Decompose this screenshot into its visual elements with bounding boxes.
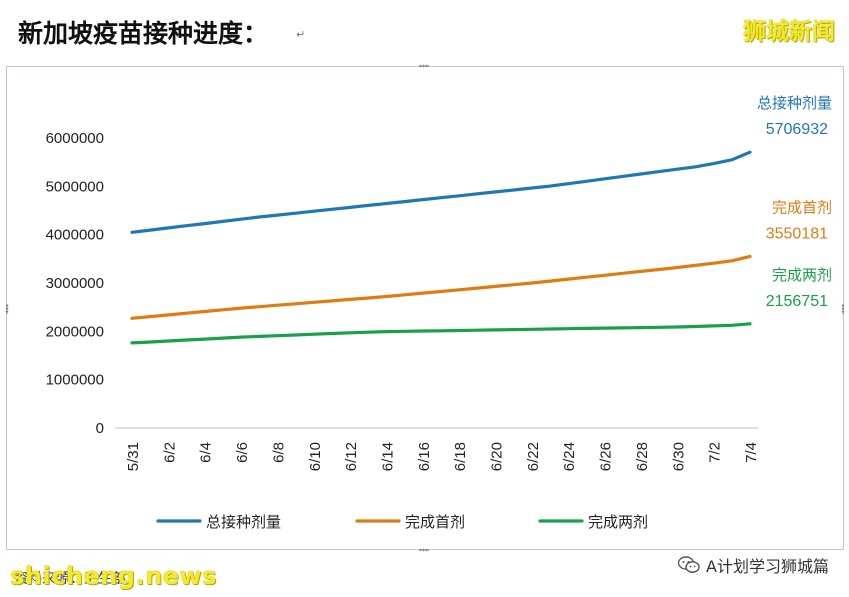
x-tick-label: 6/30 bbox=[670, 442, 687, 471]
series-line-1 bbox=[130, 254, 752, 320]
x-tick-label: 6/16 bbox=[416, 442, 433, 471]
y-tick-label: 6000000 bbox=[46, 130, 104, 147]
end-label-value-1: 3550181 bbox=[766, 225, 828, 242]
y-tick-label: 0 bbox=[96, 420, 104, 437]
series-line-0 bbox=[130, 150, 752, 234]
x-tick-label: 6/22 bbox=[525, 442, 542, 471]
end-label-name-1: 完成首剂 bbox=[772, 198, 832, 216]
end-label-name-2: 完成两剂 bbox=[772, 266, 832, 284]
x-tick-label: 5/31 bbox=[125, 442, 142, 471]
x-tick-label: 6/28 bbox=[634, 442, 651, 471]
x-tick-label: 6/6 bbox=[234, 442, 251, 463]
y-tick-label: 2000000 bbox=[46, 323, 104, 340]
wechat-account-name: A计划学习狮城篇 bbox=[706, 557, 829, 576]
y-tick-label: 3000000 bbox=[46, 275, 104, 292]
wechat-icon bbox=[677, 556, 700, 574]
x-tick-label: 7/4 bbox=[743, 442, 760, 463]
legend-label-0: 总接种剂量 bbox=[206, 513, 281, 531]
y-axis: 0 1000000 2000000 3000000 4000000 5000000 6000… bbox=[46, 130, 104, 437]
x-axis: 5/31 6/2 6/4 6/6 6/8 6/10 6/12 6/14 6/16 6/18 6/20… bbox=[115, 427, 760, 471]
x-tick-label: 6/26 bbox=[598, 442, 615, 471]
end-label-value-2: 2156751 bbox=[766, 293, 828, 310]
paragraph-mark: ↵ bbox=[296, 28, 306, 41]
brand-logo: 狮城新闻 bbox=[743, 19, 835, 45]
y-tick-label: 4000000 bbox=[46, 227, 104, 244]
x-tick-label: 6/18 bbox=[452, 442, 469, 471]
legend: 总接种剂量 完成首剂 完成两剂 bbox=[156, 513, 648, 531]
series-line-2 bbox=[130, 322, 752, 345]
y-tick-label: 5000000 bbox=[46, 178, 104, 195]
end-label-name-0: 总接种剂量 bbox=[757, 94, 832, 112]
x-tick-label: 6/24 bbox=[561, 442, 578, 471]
legend-label-1: 完成首剂 bbox=[405, 513, 465, 531]
y-tick-label: 1000000 bbox=[46, 372, 104, 389]
x-tick-label: 6/12 bbox=[343, 442, 360, 471]
chart-frame[interactable] bbox=[5, 64, 845, 552]
resize-handle-bottom[interactable] bbox=[419, 548, 429, 552]
series-lines bbox=[130, 150, 752, 345]
watermark: shicheng.news bbox=[10, 562, 217, 590]
x-tick-label: 6/14 bbox=[379, 442, 396, 471]
x-tick-label: 6/10 bbox=[307, 442, 324, 471]
x-tick-label: 6/8 bbox=[270, 442, 287, 463]
end-label-value-0: 5706932 bbox=[766, 121, 828, 138]
x-tick-label: 7/2 bbox=[707, 442, 724, 463]
source-note: 资料来源：卫生部 bbox=[14, 571, 126, 587]
resize-handle-top[interactable] bbox=[419, 64, 429, 68]
legend-label-2: 完成两剂 bbox=[588, 513, 648, 531]
page-title: 新加坡疫苗接种进度： bbox=[18, 19, 269, 48]
x-tick-label: 6/2 bbox=[161, 442, 178, 463]
x-tick-label: 6/4 bbox=[198, 442, 215, 463]
x-tick-label: 6/20 bbox=[489, 442, 506, 471]
end-annotations: 总接种剂量 5706932 完成首剂 3550181 完成两剂 2156751 bbox=[757, 94, 832, 310]
wechat-account: A计划学习狮城篇 bbox=[677, 553, 829, 577]
